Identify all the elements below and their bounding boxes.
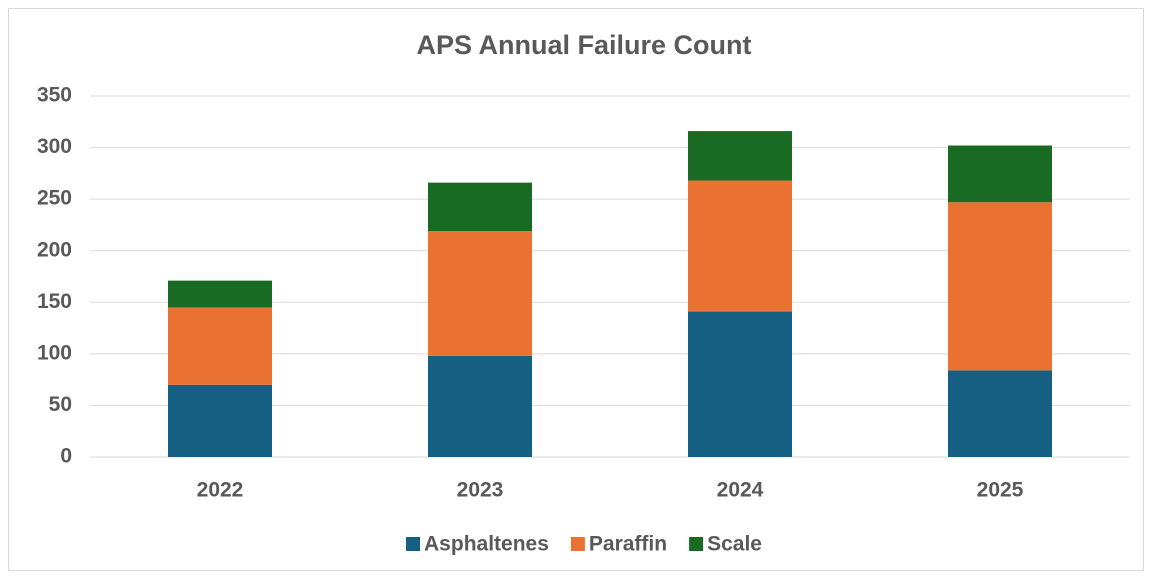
x-tick-label: 2024 <box>717 479 764 502</box>
x-tick-label: 2022 <box>197 479 244 502</box>
legend-swatch <box>689 537 704 551</box>
bar-segment <box>948 370 1052 457</box>
legend-label: Scale <box>707 533 762 556</box>
legend-swatch <box>406 537 421 551</box>
y-tick-label: 150 <box>37 290 72 313</box>
legend-swatch <box>570 537 585 551</box>
y-tick-label: 50 <box>49 393 72 416</box>
bar-segment <box>428 231 532 356</box>
bar-segment <box>168 280 272 308</box>
x-tick-label: 2023 <box>457 479 504 502</box>
bar-segment <box>688 131 792 181</box>
y-tick-label: 250 <box>37 187 72 210</box>
bar-segment <box>948 145 1052 203</box>
legend-label: Asphaltenes <box>424 533 549 556</box>
bar-segment <box>168 307 272 385</box>
legend-label: Paraffin <box>589 533 667 556</box>
y-tick-label: 350 <box>37 84 72 107</box>
bar-segment <box>688 311 792 457</box>
bar-segment <box>948 202 1052 371</box>
y-tick-label: 200 <box>37 238 72 261</box>
chart-title: APS Annual Failure Count <box>416 30 751 60</box>
y-tick-label: 300 <box>37 135 72 158</box>
bar-segment <box>688 180 792 312</box>
x-tick-label: 2025 <box>977 479 1024 502</box>
bar-segment <box>428 182 532 232</box>
bar-segment <box>168 384 272 457</box>
bar-segment <box>428 355 532 457</box>
y-tick-label: 0 <box>60 445 72 468</box>
y-tick-label: 100 <box>37 341 72 364</box>
